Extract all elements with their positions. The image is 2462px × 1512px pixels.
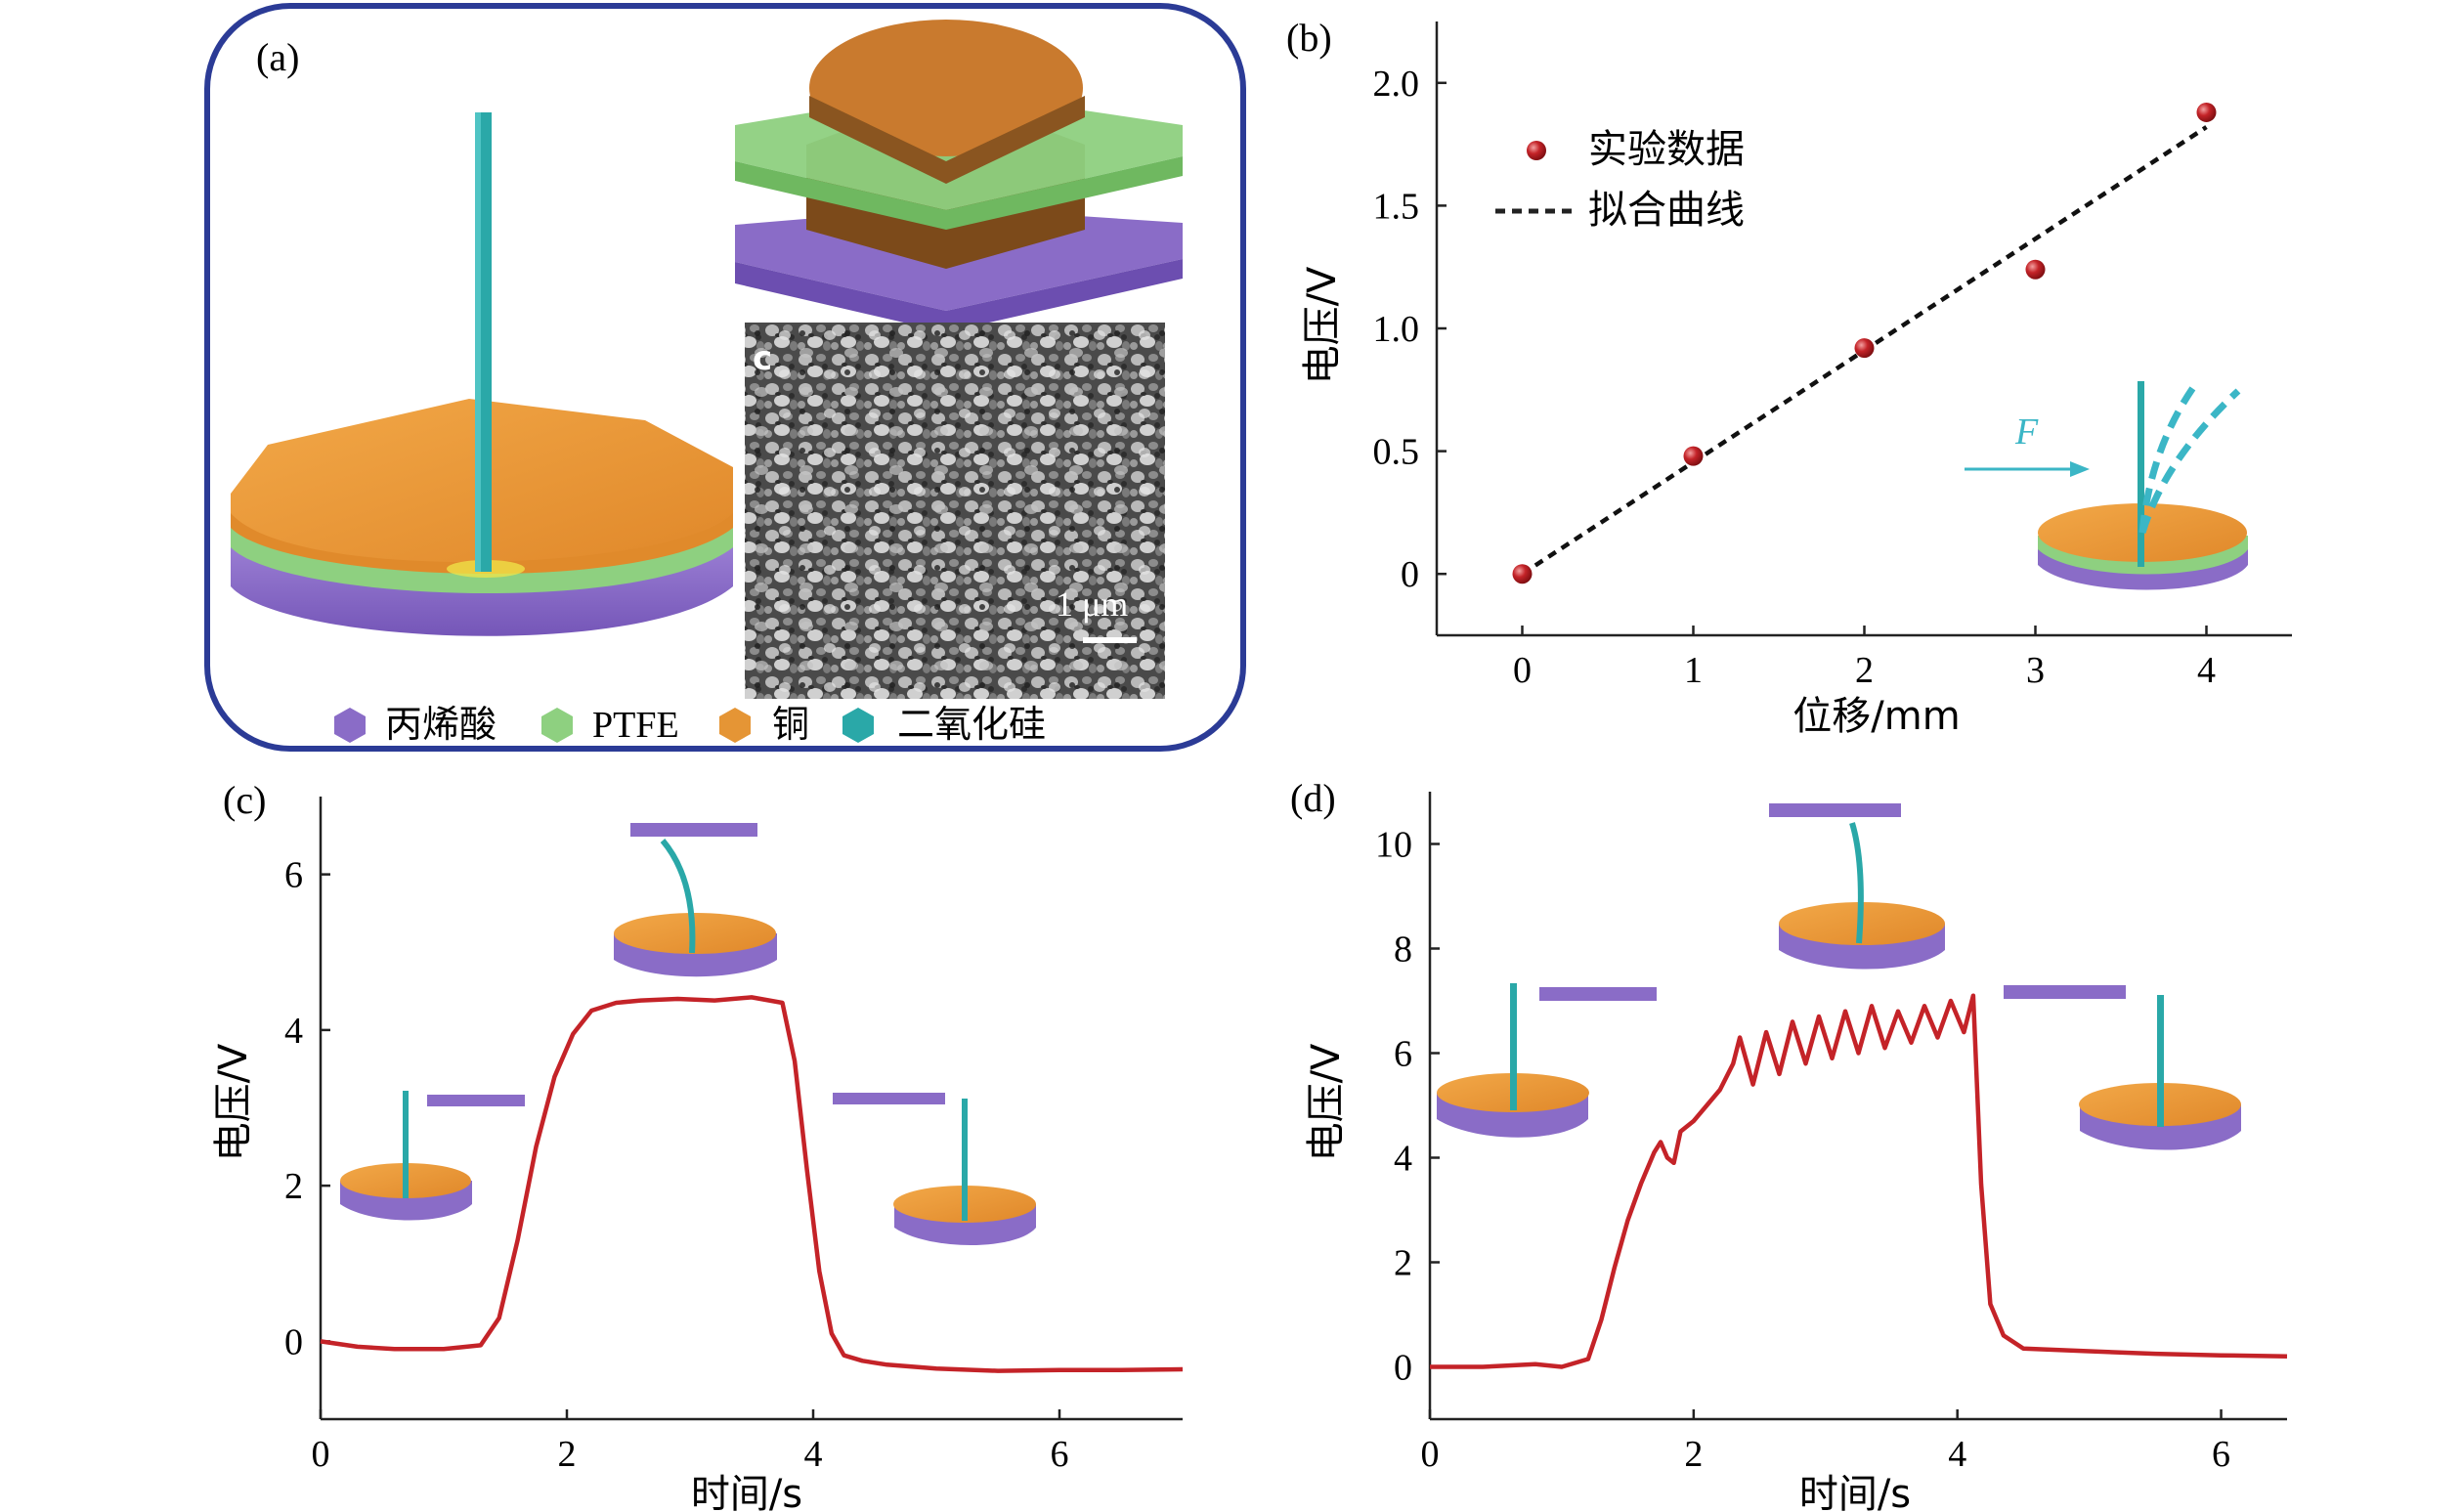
panel-c-line-chart: (c) 0 2 4 6 0 2 4 6 时间/s 电压/V — [211, 778, 1184, 1512]
panel-b-ticks: 0 1 2 3 4 0 0.5 1.0 1.5 2.0 — [1373, 64, 2217, 691]
sem-micrograph: c 1 μm — [745, 323, 1165, 699]
legend-marker-data — [1527, 141, 1546, 160]
panel-d-ticks: 0 2 4 6 0 2 4 6 8 10 — [1375, 825, 2230, 1476]
y-tick-label: 2.0 — [1373, 64, 1420, 105]
y-tick-label: 2 — [1394, 1243, 1412, 1284]
y-tick-label: 1.0 — [1373, 309, 1420, 350]
hexagon-icon — [334, 708, 366, 743]
y-tick-label: 4 — [1394, 1139, 1412, 1180]
legend-item-silica: 二氧化硅 — [842, 703, 1046, 746]
panel-c-inset-middle — [614, 823, 777, 977]
y-tick-label: 0 — [284, 1321, 303, 1362]
layer-stack-illustration — [735, 20, 1183, 332]
legend-label-fit: 拟合曲线 — [1588, 188, 1745, 233]
force-label: F — [2014, 411, 2039, 453]
y-tick-label: 0 — [1401, 554, 1419, 595]
panel-d-label: (d) — [1290, 776, 1336, 820]
legend-item-copper: 铜 — [719, 703, 809, 746]
x-tick-label: 2 — [558, 1434, 577, 1475]
x-tick-label: 4 — [804, 1434, 823, 1475]
y-tick-label: 10 — [1375, 825, 1412, 866]
x-tick-label: 2 — [1855, 650, 1874, 691]
y-tick-label: 0 — [1394, 1348, 1412, 1389]
panel-d-ylabel: 电压/V — [1304, 1043, 1349, 1161]
panel-c-xlabel: 时间/s — [691, 1472, 802, 1512]
data-point — [1512, 564, 1533, 584]
legend-item-ptfe: PTFE — [541, 705, 679, 746]
sem-label: c — [753, 339, 772, 378]
x-tick-label: 6 — [1051, 1434, 1069, 1475]
x-tick-label: 3 — [2026, 650, 2045, 691]
panel-b-label: (b) — [1286, 16, 1332, 60]
panel-c-inset-left — [340, 1091, 525, 1221]
panel-d-voltage-series — [1430, 993, 2288, 1369]
svg-text:丙烯酸: 丙烯酸 — [385, 703, 497, 746]
panel-c-inset-right — [833, 1093, 1036, 1245]
panel-d-line-chart: (d) 0 2 4 6 0 2 4 6 8 10 时间/s 电压/V — [1290, 776, 2288, 1512]
y-tick-label: 4 — [284, 1011, 303, 1052]
material-legend: 丙烯酸 PTFE 铜 二氧化硅 — [334, 703, 1046, 746]
svg-text:铜: 铜 — [772, 703, 809, 746]
device-illustration — [231, 112, 733, 636]
y-tick-label: 0.5 — [1373, 432, 1420, 473]
y-tick-label: 6 — [284, 855, 303, 896]
experimental-data-series — [1512, 102, 2217, 584]
x-tick-label: 1 — [1684, 650, 1703, 691]
x-tick-label: 0 — [1513, 650, 1532, 691]
x-tick-label: 2 — [1684, 1434, 1703, 1475]
legend-item-acrylic: 丙烯酸 — [334, 703, 497, 746]
panel-d-axes — [1428, 792, 2287, 1421]
x-tick-label: 4 — [1948, 1434, 1966, 1475]
panel-d-inset-right — [2004, 985, 2241, 1150]
panel-a-frame — [204, 3, 1246, 752]
legend-label-data: 实验数据 — [1588, 127, 1745, 172]
hexagon-icon — [541, 708, 573, 743]
data-point — [1683, 446, 1704, 466]
y-tick-label: 1.5 — [1373, 186, 1420, 227]
data-point — [2025, 259, 2046, 280]
x-tick-label: 0 — [312, 1434, 330, 1475]
arrow-head-icon — [2070, 461, 2090, 477]
hexagon-icon — [719, 708, 751, 743]
data-point — [1854, 338, 1875, 359]
y-tick-label: 6 — [1394, 1034, 1412, 1075]
panel-b-inset-device: F — [1965, 381, 2248, 590]
data-point — [2196, 102, 2217, 122]
panel-c-ticks: 0 2 4 6 0 2 4 6 — [284, 855, 1069, 1475]
x-tick-label: 0 — [1421, 1434, 1440, 1475]
panel-a-label: (a) — [256, 35, 299, 79]
panel-d-inset-middle — [1769, 803, 1945, 970]
panel-c-ylabel: 电压/V — [211, 1043, 256, 1161]
voltage-line — [1430, 993, 2288, 1369]
voltage-line — [320, 995, 1184, 1373]
scale-bar-label: 1 μm — [1056, 584, 1128, 624]
scale-bar — [1083, 637, 1137, 643]
y-tick-label: 2 — [284, 1166, 303, 1207]
panel-b-scatter-chart: (b) 0 1 2 3 4 0 0.5 1.0 1.5 2.0 位移/mm 电压/V 实验数据 拟… — [1286, 16, 2292, 739]
panel-b-xlabel: 位移/mm — [1793, 694, 1960, 739]
panel-b-ylabel: 电压/V — [1300, 266, 1345, 384]
panel-c-axes — [319, 797, 1183, 1421]
hexagon-icon — [842, 708, 874, 743]
svg-text:二氧化硅: 二氧化硅 — [897, 703, 1046, 746]
svg-text:PTFE: PTFE — [592, 705, 679, 746]
x-tick-label: 6 — [2212, 1434, 2230, 1475]
panel-d-xlabel: 时间/s — [1799, 1472, 1911, 1512]
panel-d-inset-left — [1437, 983, 1657, 1138]
x-tick-label: 4 — [2197, 650, 2216, 691]
panel-a: (a) c 1 μm — [204, 3, 1246, 752]
y-tick-label: 8 — [1394, 929, 1412, 971]
panel-c-label: (c) — [223, 778, 266, 822]
panel-c-voltage-series — [320, 995, 1184, 1373]
panel-b-legend: 实验数据 拟合曲线 — [1495, 127, 1745, 233]
